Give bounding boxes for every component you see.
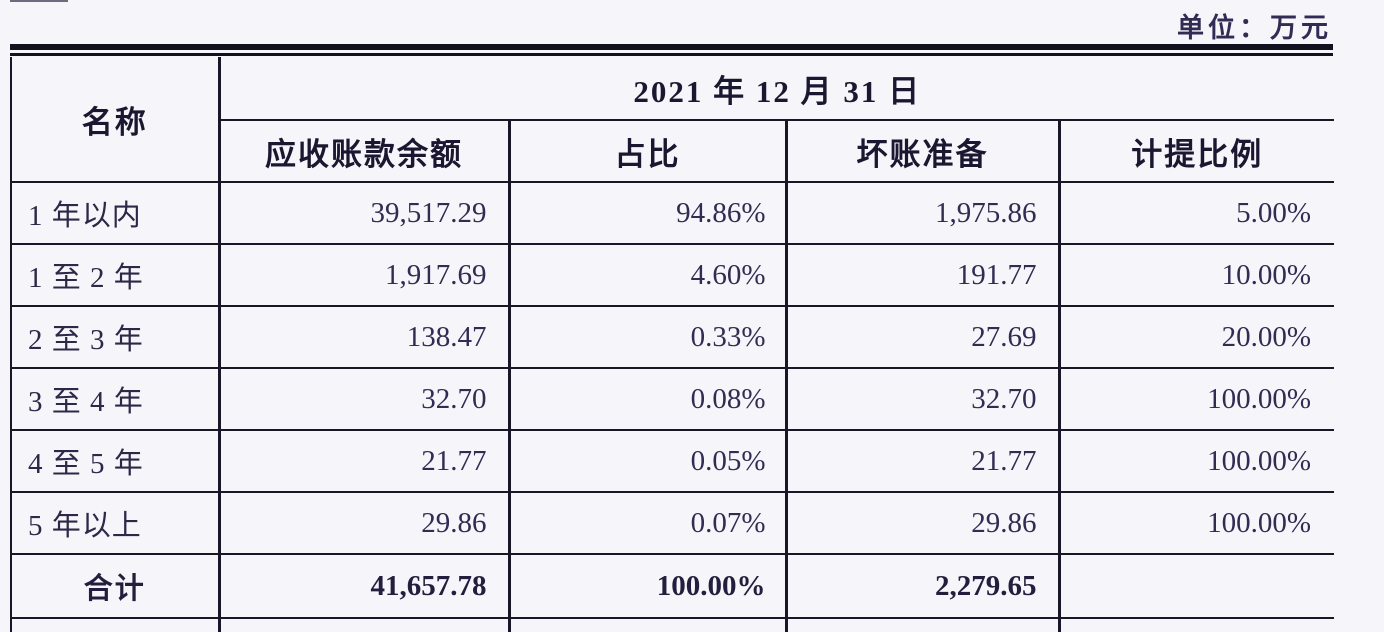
total-provision-cell: [1057, 553, 1334, 619]
total-bad-debt-cell: 2,279.65: [784, 553, 1061, 619]
table-row: 1 年以内 39,517.29 94.86% 1,975.86 5.00%: [10, 181, 1334, 245]
ratio-cell: 0.07%: [507, 491, 788, 555]
row-label-cell: 1 至 2 年: [10, 243, 221, 307]
table-header-row-columns: 应收账款余额 占比 坏账准备 计提比例: [11, 119, 1334, 183]
provision-cell: 10.00%: [1057, 243, 1334, 307]
bad-debt-cell: 29.86: [784, 491, 1061, 555]
balance-cell: 21.77: [217, 429, 511, 493]
scan-artifact-line: [10, 0, 68, 2]
row-label-cell: 5 年以上: [10, 491, 221, 555]
table-partial-next-row: [10, 617, 1334, 632]
row-label-cell: 2 至 3 年: [10, 305, 221, 369]
column-header-bad-debt: 坏账准备: [784, 119, 1061, 183]
total-ratio-cell: 100.00%: [507, 553, 788, 619]
table-row: 1 至 2 年 1,917.69 4.60% 191.77 10.00%: [10, 243, 1334, 307]
balance-cell: 29.86: [217, 491, 511, 555]
ratio-cell: 94.86%: [507, 181, 788, 245]
table-row: 4 至 5 年 21.77 0.05% 21.77 100.00%: [10, 429, 1334, 493]
table-row: 5 年以上 29.86 0.07% 29.86 100.00%: [10, 491, 1334, 555]
provision-cell: 100.00%: [1057, 491, 1334, 555]
balance-cell: 39,517.29: [217, 181, 511, 245]
name-header-cell: 名称: [10, 57, 221, 183]
ratio-cell: 0.05%: [507, 429, 788, 493]
total-label-cell: 合计: [10, 553, 221, 619]
balance-cell: 32.70: [217, 367, 511, 431]
balance-cell: 1,917.69: [217, 243, 511, 307]
row-label-cell: 3 至 4 年: [10, 367, 221, 431]
column-header-provision: 计提比例: [1057, 119, 1334, 183]
unit-label: 单位：万元: [1177, 13, 1332, 43]
provision-cell: 5.00%: [1057, 181, 1334, 245]
table-row: 3 至 4 年 32.70 0.08% 32.70 100.00%: [10, 367, 1334, 431]
ratio-cell: 0.33%: [507, 305, 788, 369]
date-header-cell: 2021 年 12 月 31 日: [217, 57, 1334, 121]
table-top-border-thin: [10, 53, 1333, 56]
provision-cell: 100.00%: [1057, 367, 1334, 431]
bad-debt-cell: 32.70: [784, 367, 1061, 431]
total-balance-cell: 41,657.78: [217, 553, 511, 619]
row-label-cell: 1 年以内: [10, 181, 221, 245]
bad-debt-cell: 191.77: [784, 243, 1061, 307]
ratio-cell: 0.08%: [507, 367, 788, 431]
receivables-aging-table: 名称 2021 年 12 月 31 日 应收账款余额 占比 坏账准备 计提比例 …: [10, 57, 1334, 632]
row-label-cell: 4 至 5 年: [10, 429, 221, 493]
table-top-border-thick: [10, 44, 1333, 50]
bad-debt-cell: 21.77: [784, 429, 1061, 493]
aging-table: 名称 2021 年 12 月 31 日 应收账款余额 占比 坏账准备 计提比例 …: [10, 44, 1334, 632]
provision-cell: 100.00%: [1057, 429, 1334, 493]
balance-cell: 138.47: [217, 305, 511, 369]
ratio-cell: 4.60%: [507, 243, 788, 307]
table-total-row: 合计 41,657.78 100.00% 2,279.65: [10, 553, 1334, 619]
table-header-row-date: 名称 2021 年 12 月 31 日: [10, 57, 1334, 183]
bad-debt-cell: 1,975.86: [784, 181, 1061, 245]
column-header-balance: 应收账款余额: [218, 119, 511, 183]
table-row: 2 至 3 年 138.47 0.33% 27.69 20.00%: [10, 305, 1334, 369]
provision-cell: 20.00%: [1057, 305, 1334, 369]
column-header-ratio: 占比: [507, 119, 788, 183]
bad-debt-cell: 27.69: [784, 305, 1061, 369]
